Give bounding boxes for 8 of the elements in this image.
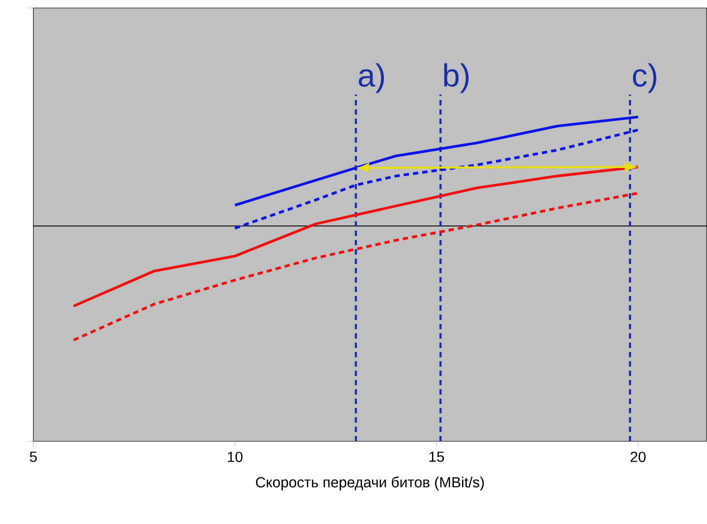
- x-axis-title: Скорость передачи битов (MBit/s): [256, 476, 484, 490]
- ref-line-label: b): [444, 63, 469, 94]
- x-tick-label: 5: [30, 452, 37, 462]
- x-tick-label: 15: [429, 452, 444, 462]
- x-tick-label: 10: [228, 452, 242, 462]
- ref-line-label: a): [358, 63, 384, 94]
- x-tick-label: 20: [630, 452, 646, 462]
- ref-line-label: c): [632, 63, 656, 94]
